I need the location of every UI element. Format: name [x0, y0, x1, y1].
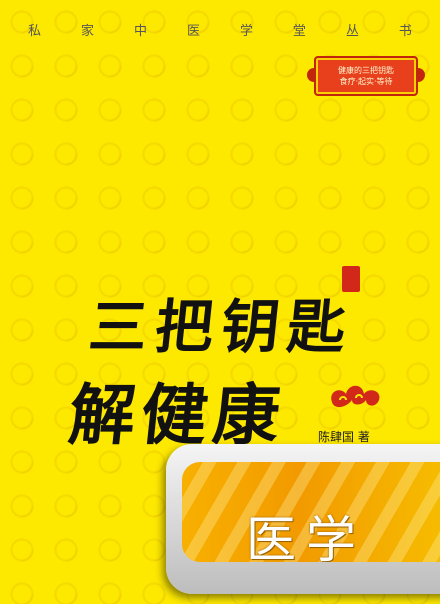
- seal-line-1: 健康的三把钥匙: [338, 66, 394, 75]
- banner-stripes: [182, 462, 440, 562]
- auspicious-cloud-icon: [331, 385, 380, 408]
- author-credit: 陈肆国 著: [318, 430, 370, 444]
- series-char: 家: [80, 24, 94, 39]
- category-banner-inner: 医学: [182, 462, 440, 562]
- red-stamp-icon: [342, 266, 360, 292]
- series-title: 私 家 中 医 学 堂 丛 书: [28, 20, 412, 39]
- series-char: 堂: [292, 24, 306, 39]
- tagline-seal: 健康的三把钥匙 食疗·起实·等待: [307, 56, 425, 96]
- series-char: 书: [398, 24, 412, 39]
- category-label: 医学: [246, 511, 366, 562]
- series-char: 中: [133, 24, 147, 39]
- series-char: 医: [186, 24, 200, 39]
- series-char: 私: [28, 24, 42, 39]
- series-char: 丛: [345, 24, 359, 39]
- seal-edge-right: [417, 68, 425, 82]
- series-char: 学: [239, 24, 253, 39]
- seal-line-2: 食疗·起实·等待: [339, 77, 393, 86]
- seal-edge-left: [307, 68, 315, 82]
- category-banner: 医学: [166, 444, 440, 594]
- book-title-line-1: 三把钥匙: [85, 293, 358, 361]
